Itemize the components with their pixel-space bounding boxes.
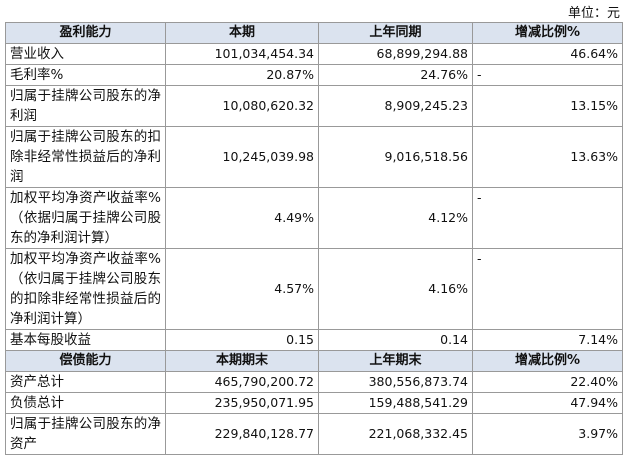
header-cell: 本期期末 <box>165 350 319 372</box>
unit-note: 单位：元 <box>567 6 620 21</box>
value-cell: 380,556,873.74 <box>318 371 473 393</box>
data-row: 基本每股收益 0.15 0.14 7.14% <box>5 329 623 351</box>
data-row: 资产总计 465,790,200.72 380,556,873.74 22.40% <box>5 371 623 393</box>
value-cell: 101,034,454.34 <box>165 43 319 65</box>
value-cell: 0.15 <box>165 329 319 351</box>
header-cell: 偿债能力 <box>5 350 166 372</box>
value-cell: 13.15% <box>472 85 623 127</box>
header-cell: 上年同期 <box>318 22 473 44</box>
row-label: 归属于挂牌公司股东的净利润 <box>5 85 166 127</box>
row-label: 加权平均净资产收益率%（依据归属于挂牌公司股东的净利润计算） <box>5 187 166 249</box>
value-cell: - <box>472 64 623 86</box>
value-cell: 4.57% <box>165 248 319 330</box>
value-cell: 221,068,332.45 <box>318 413 473 455</box>
value-cell: 235,950,071.95 <box>165 392 319 414</box>
value-cell: 10,080,620.32 <box>165 85 319 127</box>
value-cell: 0.14 <box>318 329 473 351</box>
data-row: 加权平均净资产收益率%（依据归属于挂牌公司股东的净利润计算） 4.49% 4.12%… <box>5 187 623 249</box>
value-cell: 159,488,541.29 <box>318 392 473 414</box>
value-cell: 229,840,128.77 <box>165 413 319 455</box>
header-cell: 盈利能力 <box>5 22 166 44</box>
value-cell: 4.12% <box>318 187 473 249</box>
header-row: 盈利能力 本期 上年同期 增减比例% <box>5 22 623 44</box>
value-cell: 68,899,294.88 <box>318 43 473 65</box>
data-row: 加权平均净资产收益率%（依归属于挂牌公司股东的扣除非经常性损益后的净利润计算） 4… <box>5 248 623 330</box>
value-cell: 22.40% <box>472 371 623 393</box>
row-label: 营业收入 <box>5 43 166 65</box>
value-cell: 8,909,245.23 <box>318 85 473 127</box>
header-cell: 增减比例% <box>472 350 623 372</box>
value-cell: 465,790,200.72 <box>165 371 319 393</box>
header-cell: 本期 <box>165 22 319 44</box>
header-cell: 增减比例% <box>472 22 623 44</box>
value-cell: 3.97% <box>472 413 623 455</box>
row-label: 归属于挂牌公司股东的净资产 <box>5 413 166 455</box>
row-label: 毛利率% <box>5 64 166 86</box>
value-cell: 47.94% <box>472 392 623 414</box>
value-cell: - <box>472 187 623 249</box>
value-cell: 7.14% <box>472 329 623 351</box>
header-cell: 上年期末 <box>318 350 473 372</box>
value-cell: 10,245,039.98 <box>165 126 319 188</box>
data-row: 归属于挂牌公司股东的净利润 10,080,620.32 8,909,245.23 13… <box>5 85 623 127</box>
data-row: 归属于挂牌公司股东的扣除非经常性损益后的净利润 10,245,039.98 9,01… <box>5 126 623 188</box>
value-cell: 9,016,518.56 <box>318 126 473 188</box>
value-cell: 46.64% <box>472 43 623 65</box>
row-label: 负债总计 <box>5 392 166 414</box>
value-cell: 20.87% <box>165 64 319 86</box>
data-row: 归属于挂牌公司股东的净资产 229,840,128.77 221,068,332.4… <box>5 413 623 455</box>
data-row: 负债总计 235,950,071.95 159,488,541.29 47.94% <box>5 392 623 414</box>
data-row: 毛利率% 20.87% 24.76% - <box>5 64 623 86</box>
header-row: 偿债能力 本期期末 上年期末 增减比例% <box>5 350 623 372</box>
value-cell: 13.63% <box>472 126 623 188</box>
table-body: 盈利能力 本期 上年同期 增减比例% 营业收入 101,034,454.34 68,899,… <box>5 22 623 455</box>
value-cell: - <box>472 248 623 330</box>
row-label: 基本每股收益 <box>5 329 166 351</box>
value-cell: 24.76% <box>318 64 473 86</box>
row-label: 资产总计 <box>5 371 166 393</box>
data-row: 营业收入 101,034,454.34 68,899,294.88 46.64% <box>5 43 623 65</box>
row-label: 加权平均净资产收益率%（依归属于挂牌公司股东的扣除非经常性损益后的净利润计算） <box>5 248 166 330</box>
financial-table: 盈利能力 本期 上年同期 增减比例% 营业收入 101,034,454.34 68,899,… <box>5 22 623 455</box>
value-cell: 4.49% <box>165 187 319 249</box>
value-cell: 4.16% <box>318 248 473 330</box>
row-label: 归属于挂牌公司股东的扣除非经常性损益后的净利润 <box>5 126 166 188</box>
